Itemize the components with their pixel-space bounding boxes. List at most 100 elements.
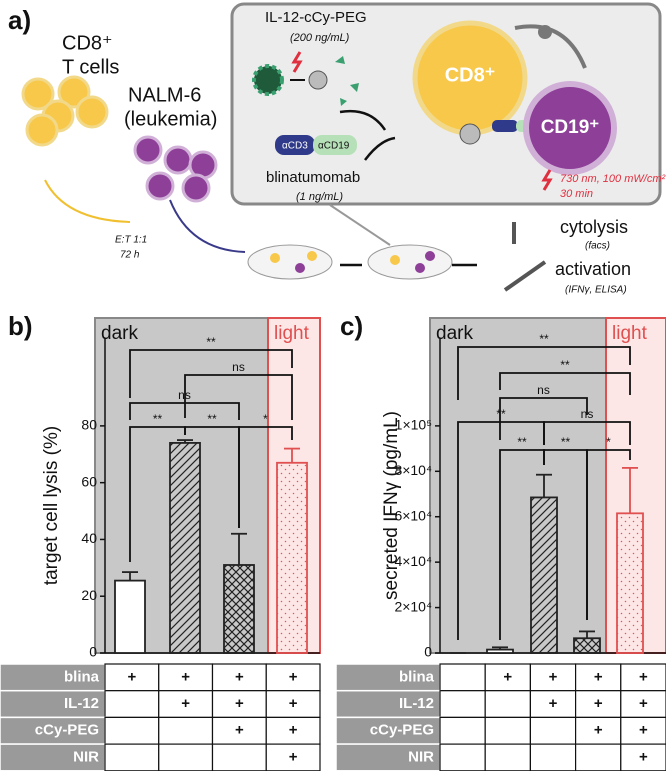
- cell-text: +: [594, 722, 603, 739]
- nanoparticle: [252, 64, 284, 96]
- cell-text: +: [639, 668, 648, 685]
- cell: [265, 716, 321, 745]
- label: blinatumomab: [266, 169, 360, 186]
- y-tick-label: 6×10⁴: [394, 507, 432, 523]
- bar: [573, 637, 601, 654]
- cell: [484, 690, 532, 719]
- row-label: IL-12: [399, 695, 434, 712]
- label: (leukemia): [124, 108, 217, 130]
- row-header: [0, 716, 106, 745]
- cell: [529, 690, 577, 719]
- cell: [158, 663, 214, 692]
- cell: [439, 716, 486, 745]
- fragments: [335, 56, 359, 106]
- arrow: [364, 136, 396, 161]
- label: T cells: [62, 56, 119, 78]
- label: CD19⁺: [541, 117, 600, 138]
- cell: [104, 716, 160, 745]
- panel-label: b): [8, 311, 33, 341]
- bar: [223, 564, 255, 654]
- y-tick-label: 20: [81, 587, 97, 603]
- axis-title: secreted IFNγ (pg/mL): [381, 411, 402, 600]
- panel-label: c): [340, 311, 363, 341]
- row-label: blina: [399, 668, 435, 685]
- label: αCD3: [282, 141, 308, 152]
- cell-text: +: [181, 668, 190, 685]
- cell: [529, 716, 577, 745]
- cell-text: +: [127, 668, 136, 685]
- syringe-icon: [503, 260, 547, 292]
- region-label: dark: [436, 323, 473, 344]
- label: 730 nm, 100 mW/cm²: [560, 173, 665, 185]
- il12: [459, 123, 481, 145]
- label: (1 ng/mL): [296, 191, 343, 203]
- y-tick-label: 60: [81, 473, 97, 489]
- cell: [574, 663, 622, 692]
- bar: [169, 442, 201, 654]
- cell: [439, 743, 486, 771]
- cell: [104, 690, 160, 719]
- arrow: [329, 204, 391, 246]
- row-label: cCy-PEG: [35, 722, 99, 739]
- cell-text: +: [594, 695, 603, 712]
- bar: [530, 496, 558, 654]
- row-header: [335, 663, 441, 692]
- significance: **: [207, 412, 217, 426]
- row-label: IL-12: [64, 695, 99, 712]
- label: (facs): [585, 241, 610, 252]
- label: αCD19: [318, 141, 350, 152]
- cell-text: +: [235, 668, 244, 685]
- cell: [620, 690, 666, 719]
- y-tick-label: 80: [81, 417, 97, 433]
- y-tick-label: 40: [81, 530, 97, 546]
- cell: [484, 716, 532, 745]
- bracket: [499, 372, 631, 395]
- bracket: [457, 346, 631, 400]
- cell: [211, 663, 267, 692]
- il12: [308, 70, 328, 90]
- y-tick-label: 8×10⁴: [394, 462, 432, 478]
- significance: **: [517, 435, 527, 449]
- cell-text: +: [594, 668, 603, 685]
- y-tick-label: 0: [89, 644, 97, 660]
- significance: **: [496, 407, 506, 421]
- bar: [486, 648, 514, 654]
- cell-text: +: [549, 695, 558, 712]
- row-label: blina: [64, 668, 100, 685]
- bracket: [238, 426, 293, 528]
- cell-text: +: [639, 722, 648, 739]
- significance: *: [606, 435, 611, 449]
- cell: [439, 663, 486, 692]
- bracket: [543, 421, 631, 445]
- label: CD8⁺: [62, 32, 113, 54]
- t-cells: [21, 75, 109, 147]
- significance: ns: [581, 407, 594, 421]
- region-label: light: [274, 323, 310, 344]
- cell-text: +: [639, 748, 648, 765]
- arrow: [514, 24, 587, 69]
- label: IL-12-cCy-PEG: [265, 9, 367, 26]
- cell: [104, 743, 160, 771]
- cell-text: +: [289, 722, 298, 739]
- label: CD8⁺: [445, 64, 496, 86]
- y-tick-label: 4×10⁴: [394, 553, 432, 569]
- acd19: [313, 135, 357, 155]
- row-header: [0, 743, 106, 771]
- significance: ns: [537, 383, 550, 397]
- panel-a: a) CD8⁺ T cells NALM-6 (leukemia) IL-12-…: [8, 2, 665, 296]
- arrow: [339, 109, 387, 131]
- row-label: cCy-PEG: [370, 722, 434, 739]
- cell: [574, 716, 622, 745]
- bracket: [184, 374, 293, 420]
- region-label: light: [612, 323, 648, 344]
- label: NALM-6: [128, 84, 201, 106]
- label: activation: [555, 259, 631, 279]
- arrow: [44, 179, 131, 223]
- significance: ns: [232, 360, 245, 374]
- blina-bound: [492, 120, 518, 132]
- significance: **: [153, 412, 163, 426]
- cell-text: +: [289, 695, 298, 712]
- significance: ns: [178, 388, 191, 402]
- cell: [484, 743, 532, 771]
